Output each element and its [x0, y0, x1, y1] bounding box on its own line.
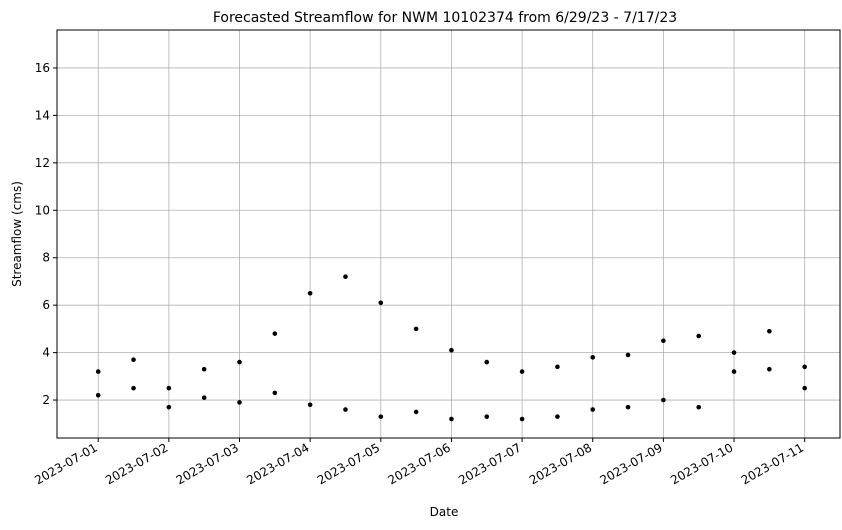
- data-point: [237, 400, 242, 405]
- x-tick-label: 2023-07-05: [315, 440, 382, 487]
- y-axis-label: Streamflow (cms): [10, 181, 24, 287]
- data-point: [696, 333, 702, 339]
- x-axis-label: Date: [430, 505, 459, 519]
- data-point: [166, 404, 172, 410]
- data-point: [519, 369, 525, 374]
- data-point: [237, 359, 242, 365]
- data-point: [519, 416, 525, 422]
- y-tick-label: 6: [42, 298, 50, 312]
- x-tick-label: 2023-07-07: [456, 440, 523, 487]
- data-point: [484, 359, 490, 365]
- y-tick-label: 8: [42, 251, 50, 265]
- data-point: [272, 390, 278, 396]
- data-point: [413, 326, 419, 332]
- data-point: [201, 395, 207, 400]
- y-tick-label: 10: [35, 203, 50, 217]
- data-point: [131, 357, 136, 363]
- x-tick-label: 2023-07-11: [739, 440, 806, 487]
- data-point: [95, 369, 101, 374]
- data-point: [307, 402, 313, 408]
- y-tick-label: 4: [42, 346, 50, 360]
- chart-title: Forecasted Streamflow for NWM 10102374 f…: [213, 10, 677, 26]
- data-point: [696, 404, 702, 410]
- data-point: [131, 385, 136, 391]
- data-point: [201, 366, 207, 372]
- data-point: [378, 414, 384, 419]
- data-point: [378, 300, 384, 306]
- data-point: [661, 397, 666, 403]
- data-point: [802, 364, 807, 370]
- data-point: [731, 369, 737, 374]
- data-point: [272, 331, 278, 336]
- data-point: [590, 407, 596, 412]
- y-tick-label: 2: [42, 393, 50, 407]
- data-point: [555, 414, 560, 419]
- data-point: [449, 347, 454, 353]
- x-tick-label: 2023-07-01: [32, 440, 99, 487]
- data-point: [413, 409, 419, 415]
- x-tick-label: 2023-07-06: [386, 440, 453, 487]
- data-point: [166, 385, 172, 391]
- x-tick-label: 2023-07-02: [103, 440, 170, 487]
- data-point: [590, 355, 596, 360]
- data-point: [449, 416, 454, 422]
- data-point: [731, 350, 737, 355]
- data-point: [625, 404, 631, 410]
- y-tick-label: 12: [35, 156, 50, 170]
- data-point: [555, 364, 560, 370]
- data-point: [625, 352, 631, 358]
- data-point: [767, 366, 772, 372]
- grid: [57, 30, 840, 438]
- x-tick-label: 2023-07-03: [174, 440, 241, 487]
- y-axis: 2 4 6 8 10 12 14 16: [35, 61, 57, 407]
- data-point: [307, 291, 313, 296]
- data-point: [661, 338, 666, 344]
- x-tick-label: 2023-07-09: [597, 440, 664, 487]
- data-point: [802, 385, 807, 391]
- x-tick-label: 2023-07-10: [668, 440, 735, 487]
- data-point: [95, 393, 101, 398]
- y-tick-label: 14: [35, 108, 50, 122]
- data-point: [343, 274, 348, 279]
- data-point: [484, 414, 490, 419]
- data-point: [767, 328, 772, 334]
- data-points: [95, 274, 807, 422]
- x-tick-label: 2023-07-04: [244, 440, 311, 487]
- plot-area-frame: [56, 29, 841, 439]
- x-axis: 2023-07-01 2023-07-02 2023-07-03 2023-07-04…: [32, 438, 806, 487]
- y-tick-label: 16: [35, 61, 50, 75]
- x-tick-label: 2023-07-08: [527, 440, 594, 487]
- data-point: [343, 407, 348, 412]
